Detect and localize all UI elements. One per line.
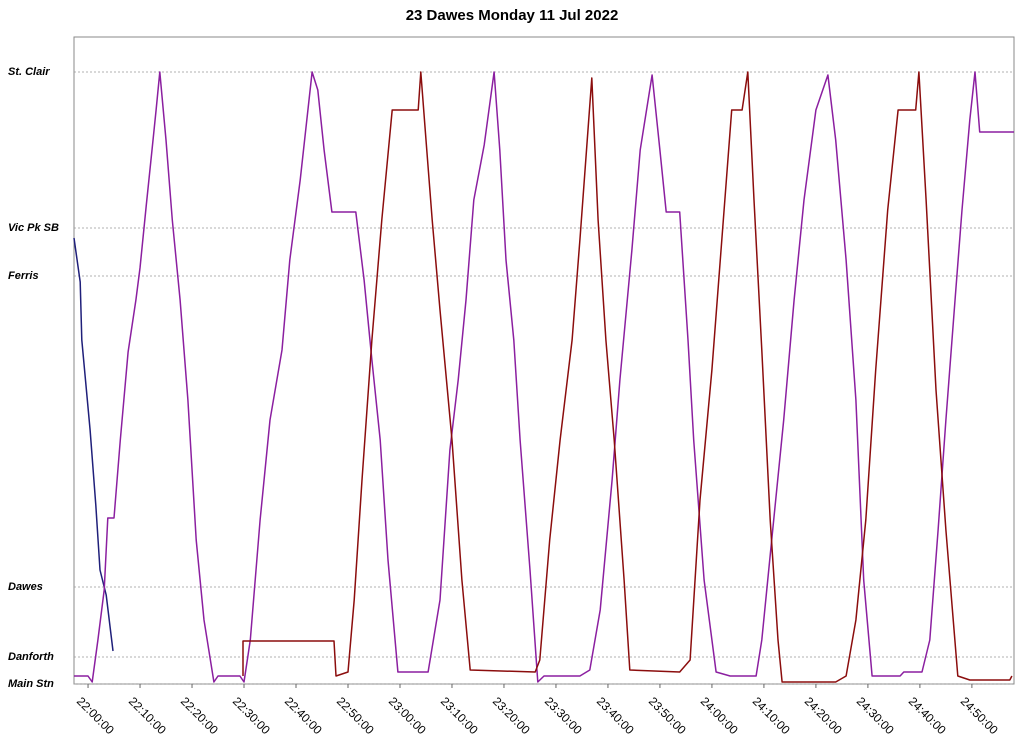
x-tick-label: 23:20:00 (490, 694, 533, 737)
x-tick-label: 23:10:00 (438, 694, 481, 737)
x-tick-label: 22:20:00 (178, 694, 221, 737)
chart-title: 23 Dawes Monday 11 Jul 2022 (406, 7, 619, 24)
x-tick-label: 23:00:00 (386, 694, 429, 737)
y-tick-label: Main Stn (8, 678, 54, 690)
x-tick-label: 24:10:00 (750, 694, 793, 737)
x-tick-label: 24:50:00 (958, 694, 1001, 737)
y-tick-label: Vic Pk SB (8, 222, 59, 234)
vehicle-trace (73, 237, 114, 652)
x-tick-label: 23:50:00 (646, 694, 689, 737)
y-tick-label: Dawes (8, 581, 43, 593)
x-tick-label: 24:20:00 (802, 694, 845, 737)
x-tick-label: 22:30:00 (230, 694, 273, 737)
x-tick-label: 24:30:00 (854, 694, 897, 737)
x-tick-label: 24:40:00 (906, 694, 949, 737)
x-tick-label: 22:40:00 (282, 694, 325, 737)
vehicle-trace (242, 71, 1013, 683)
x-tick-label: 22:50:00 (334, 694, 377, 737)
x-tick-label: 22:00:00 (74, 694, 117, 737)
x-tick-label: 24:00:00 (698, 694, 741, 737)
y-tick-label: Ferris (8, 270, 39, 282)
x-tick-label: 23:40:00 (594, 694, 637, 737)
vehicle-trace (74, 71, 1014, 683)
x-tick-label: 23:30:00 (542, 694, 585, 737)
y-tick-label: Danforth (8, 651, 54, 663)
x-tick-label: 22:10:00 (126, 694, 169, 737)
y-tick-label: St. Clair (8, 66, 50, 78)
